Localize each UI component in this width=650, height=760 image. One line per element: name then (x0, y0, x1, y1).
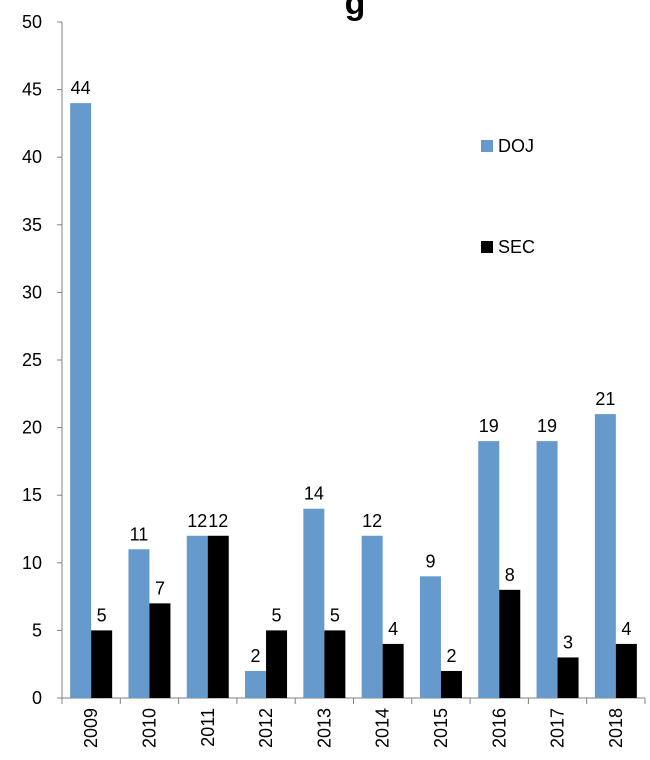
legend: DOJ SEC (481, 136, 535, 257)
data-label-sec: 5 (97, 605, 107, 625)
bar-doj (128, 549, 150, 698)
bar-sec (266, 630, 288, 698)
bar-sec (91, 630, 113, 698)
bar-doj (70, 103, 92, 699)
bar-sec (499, 589, 521, 698)
bar-doj (303, 508, 325, 698)
y-tick-label: 5 (32, 620, 42, 640)
bars (70, 103, 637, 699)
x-tick-label: 2009 (81, 708, 101, 748)
x-tick-label: 2014 (373, 708, 393, 748)
bar-sec (324, 630, 346, 698)
y-tick-label: 25 (22, 350, 42, 370)
bar-doj (186, 535, 208, 698)
x-tick-label: 2018 (606, 708, 626, 748)
y-tick-label: 0 (32, 688, 42, 708)
data-label-doj: 9 (425, 551, 435, 571)
y-tick-label: 35 (22, 215, 42, 235)
data-label-doj: 44 (71, 78, 91, 98)
legend-swatch-sec (481, 241, 493, 253)
bar-doj (536, 441, 558, 698)
bar-doj (594, 414, 616, 698)
y-axis: 0 5 10 15 20 25 30 35 40 45 50 (22, 12, 63, 708)
x-axis: 2009 2010 2011 2012 2013 2014 2015 2016 2017 2018 (61, 697, 646, 748)
bar-sec (440, 670, 462, 698)
data-label-sec: 8 (505, 565, 515, 585)
data-label-sec: 3 (563, 632, 573, 652)
y-tick-label: 20 (22, 418, 42, 438)
data-label-sec: 7 (155, 578, 165, 598)
bar-sec (615, 643, 637, 698)
y-tick-label: 30 (22, 282, 42, 302)
bar-sec (207, 535, 229, 698)
data-label-doj: 14 (304, 484, 324, 504)
bar-sec (557, 657, 579, 698)
data-label-sec: 12 (208, 511, 228, 531)
data-label-doj: 12 (362, 511, 382, 531)
bar-doj (419, 576, 441, 698)
x-tick-label: 2011 (198, 708, 218, 747)
x-tick-label: 2010 (139, 708, 159, 748)
y-tick-label: 45 (22, 80, 42, 100)
legend-swatch-doj (481, 140, 493, 152)
data-label-doj: 19 (479, 416, 499, 436)
data-label-sec: 4 (388, 619, 398, 639)
y-tick-label: 50 (22, 12, 42, 32)
chart-title: g (345, 0, 366, 22)
data-label-doj: 21 (595, 389, 615, 409)
x-tick-label: 2016 (489, 708, 509, 748)
bar-doj (361, 535, 383, 698)
bar-sec (149, 603, 171, 698)
bar-doj (478, 441, 500, 698)
y-tick-label: 40 (22, 147, 42, 167)
data-label-doj: 12 (187, 511, 207, 531)
data-label-doj: 2 (251, 646, 261, 666)
data-label-sec: 5 (330, 605, 340, 625)
y-tick-label: 10 (22, 553, 42, 573)
legend-label-sec: SEC (498, 237, 535, 257)
data-label-sec: 2 (446, 646, 456, 666)
y-tick-label: 15 (22, 485, 42, 505)
legend-label-doj: DOJ (498, 136, 534, 156)
bar-doj (245, 670, 267, 698)
data-label-doj: 11 (130, 524, 149, 544)
x-tick-label: 2015 (431, 708, 451, 748)
bar-sec (382, 643, 404, 698)
x-tick-label: 2013 (314, 708, 334, 748)
x-tick-label: 2012 (256, 708, 276, 748)
data-label-doj: 19 (537, 416, 557, 436)
data-label-sec: 5 (272, 605, 282, 625)
x-tick-label: 2017 (548, 708, 568, 748)
data-label-sec: 4 (621, 619, 631, 639)
